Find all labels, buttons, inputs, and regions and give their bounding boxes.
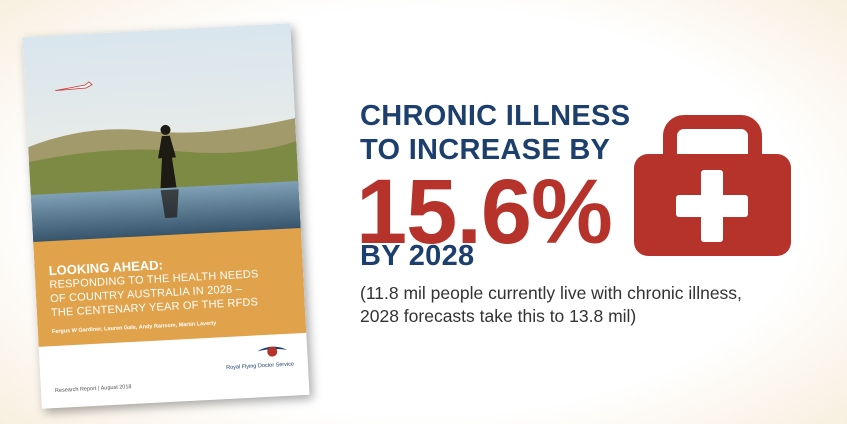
medical-bag-icon xyxy=(634,115,791,256)
note: 2028 forecasts take this to 13.8 mil) xyxy=(360,306,637,326)
cover-organization: Royal Flying Doctor Service xyxy=(226,361,295,372)
cover-band: LOOKING AHEAD: RESPONDING TO THE HEALTH … xyxy=(33,227,307,347)
note: (11.8 mil people currently live with chr… xyxy=(360,283,742,303)
headline-figure: 15.6% xyxy=(356,161,613,263)
headline: TO INCREASE BY xyxy=(360,134,611,166)
headline: CHRONIC ILLNESS xyxy=(360,100,631,132)
report-cover: LOOKING AHEAD: RESPONDING TO THE HEALTH … xyxy=(22,23,310,409)
cover-footer: Research Report | August 2018 xyxy=(54,384,132,395)
logo xyxy=(257,346,288,357)
headline-year: BY 2028 xyxy=(360,240,475,272)
cover-authors: Fergus W Gardiner, Lauren Gale, Andy Ran… xyxy=(51,320,217,336)
cover-photo xyxy=(22,23,302,247)
